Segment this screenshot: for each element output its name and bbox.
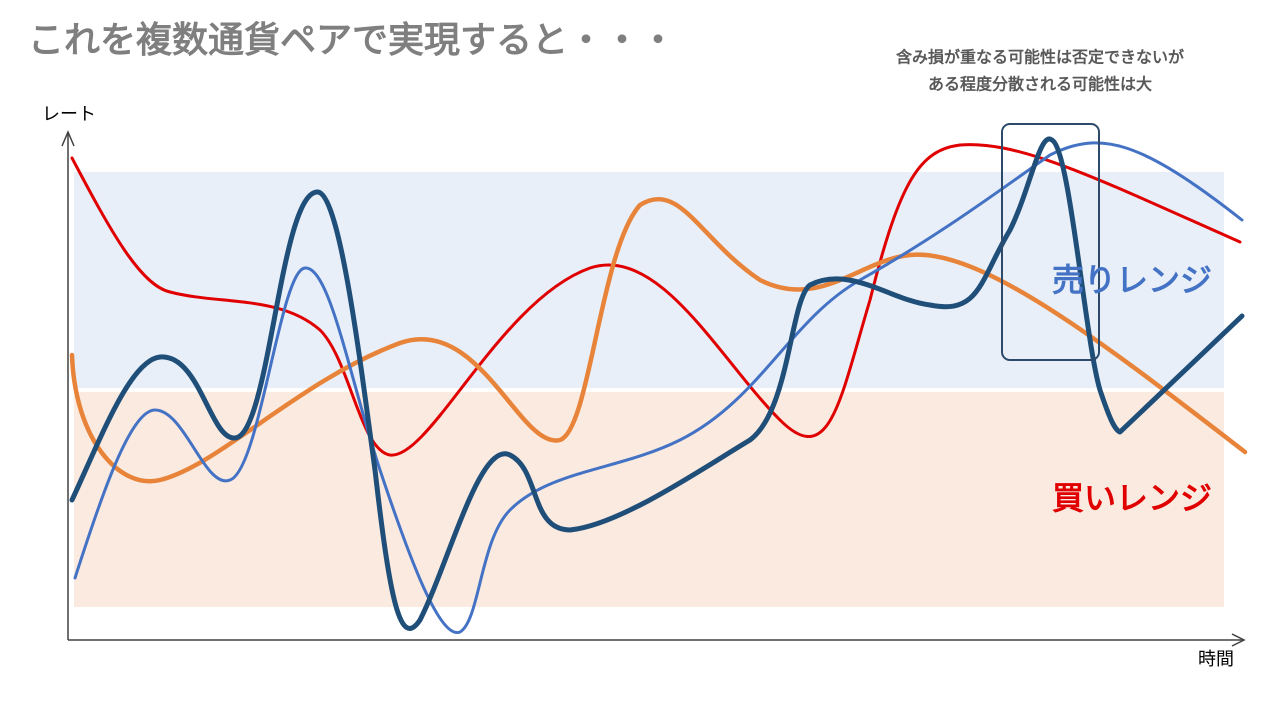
x-axis-label: 時間 <box>1198 649 1234 670</box>
light-blue-curve <box>73 141 1244 634</box>
highlight-box <box>1001 123 1100 361</box>
orange-curve <box>69 196 1248 484</box>
dark-blue-curve <box>69 136 1245 631</box>
red-curve <box>70 143 1242 457</box>
x-axis-arrow <box>1231 633 1246 647</box>
axes <box>61 130 1246 647</box>
buy-range-label: 買いレンジ <box>1052 479 1212 517</box>
annotation-line: ある程度分散される可能性は大 <box>928 75 1152 94</box>
y-axis-arrow <box>61 130 75 147</box>
y-axis-label: レート <box>42 104 96 125</box>
sell-range-label: 売りレンジ <box>1052 261 1212 299</box>
slide-title: これを複数通貨ペアで実現すると・・・ <box>28 20 676 61</box>
annotation-line: 含み損が重なる可能性は否定できないが <box>896 48 1184 67</box>
